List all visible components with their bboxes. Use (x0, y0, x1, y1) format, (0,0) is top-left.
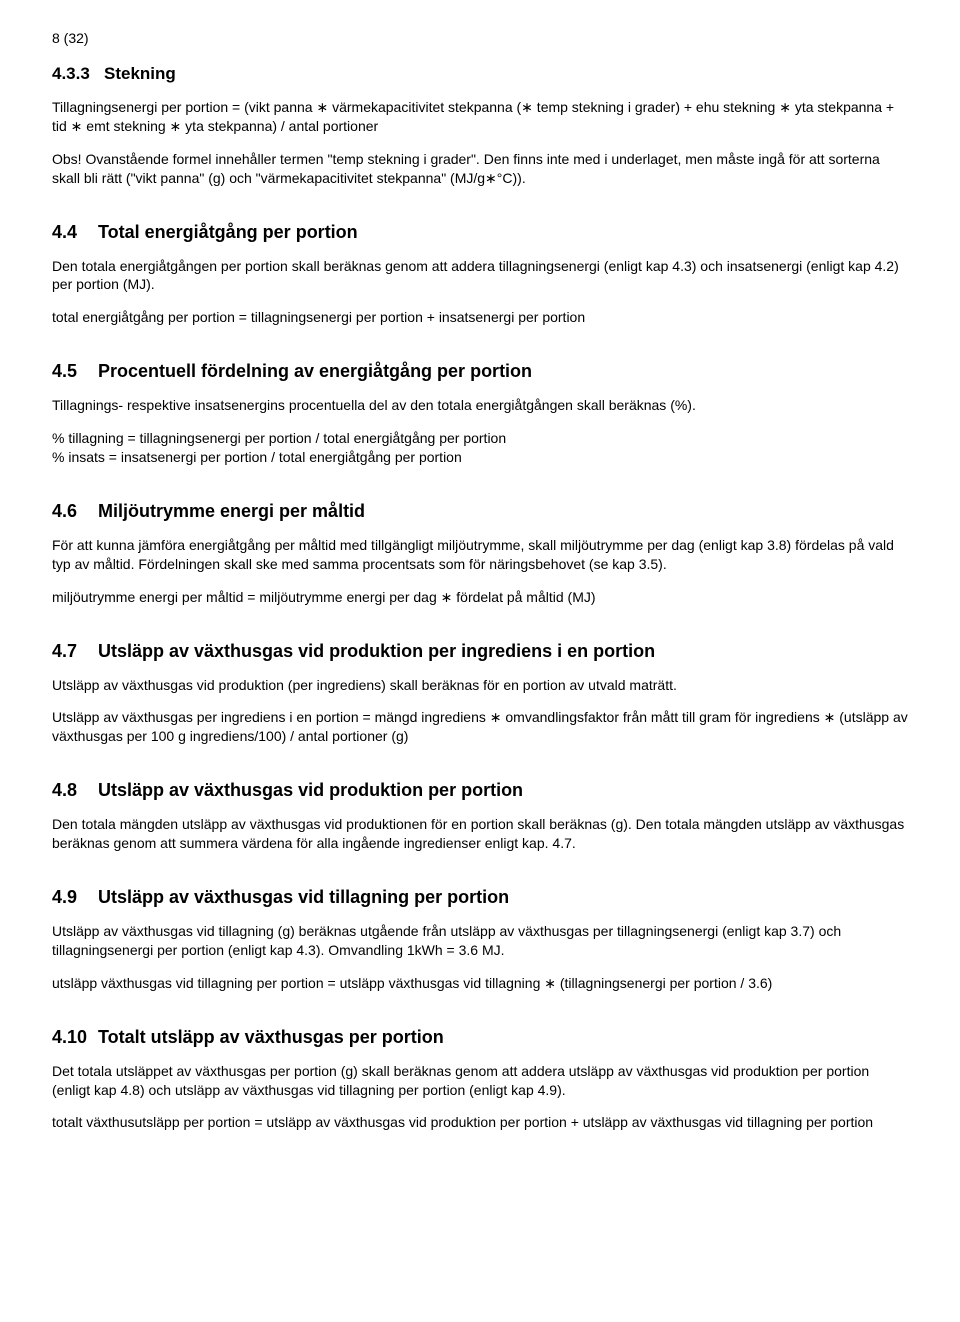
heading-number: 4.3.3 (52, 64, 90, 83)
heading-4-4: 4.4Total energiåtgång per portion (52, 222, 908, 243)
heading-text: Stekning (104, 64, 176, 83)
paragraph: Utsläpp av växthusgas vid tillagning (g)… (52, 922, 908, 960)
heading-text: Utsläpp av växthusgas vid produktion per… (98, 641, 655, 661)
paragraph: miljöutrymme energi per måltid = miljöut… (52, 588, 908, 607)
heading-number: 4.7 (52, 641, 98, 662)
paragraph: Det totala utsläppet av växthusgas per p… (52, 1062, 908, 1100)
paragraph: totalt växthusutsläpp per portion = utsl… (52, 1113, 908, 1132)
heading-number: 4.9 (52, 887, 98, 908)
heading-text: Total energiåtgång per portion (98, 222, 358, 242)
heading-4-5: 4.5Procentuell fördelning av energiåtgån… (52, 361, 908, 382)
paragraph: Den totala energiåtgången per portion sk… (52, 257, 908, 295)
heading-text: Totalt utsläpp av växthusgas per portion (98, 1027, 444, 1047)
paragraph: % tillagning = tillagningsenergi per por… (52, 429, 908, 467)
heading-text: Utsläpp av växthusgas vid produktion per… (98, 780, 523, 800)
heading-number: 4.4 (52, 222, 98, 243)
paragraph: Tillagnings- respektive insatsenergins p… (52, 396, 908, 415)
heading-text: Miljöutrymme energi per måltid (98, 501, 365, 521)
document-page: 8 (32) 4.3.3 Stekning Tillagningsenergi … (0, 0, 960, 1172)
heading-text: Utsläpp av växthusgas vid tillagning per… (98, 887, 509, 907)
heading-number: 4.8 (52, 780, 98, 801)
heading-4-3-3: 4.3.3 Stekning (52, 64, 908, 84)
heading-text: Procentuell fördelning av energiåtgång p… (98, 361, 532, 381)
heading-4-7: 4.7Utsläpp av växthusgas vid produktion … (52, 641, 908, 662)
heading-4-9: 4.9Utsläpp av växthusgas vid tillagning … (52, 887, 908, 908)
paragraph: Obs! Ovanstående formel innehåller terme… (52, 150, 908, 188)
heading-4-6: 4.6Miljöutrymme energi per måltid (52, 501, 908, 522)
page-number: 8 (32) (52, 30, 908, 46)
paragraph: Utsläpp av växthusgas per ingrediens i e… (52, 708, 908, 746)
heading-number: 4.5 (52, 361, 98, 382)
paragraph: utsläpp växthusgas vid tillagning per po… (52, 974, 908, 993)
paragraph: Den totala mängden utsläpp av växthusgas… (52, 815, 908, 853)
paragraph: För att kunna jämföra energiåtgång per m… (52, 536, 908, 574)
heading-number: 4.10 (52, 1027, 98, 1048)
paragraph: Tillagningsenergi per portion = (vikt pa… (52, 98, 908, 136)
paragraph: total energiåtgång per portion = tillagn… (52, 308, 908, 327)
heading-number: 4.6 (52, 501, 98, 522)
heading-4-10: 4.10Totalt utsläpp av växthusgas per por… (52, 1027, 908, 1048)
heading-4-8: 4.8Utsläpp av växthusgas vid produktion … (52, 780, 908, 801)
paragraph: Utsläpp av växthusgas vid produktion (pe… (52, 676, 908, 695)
